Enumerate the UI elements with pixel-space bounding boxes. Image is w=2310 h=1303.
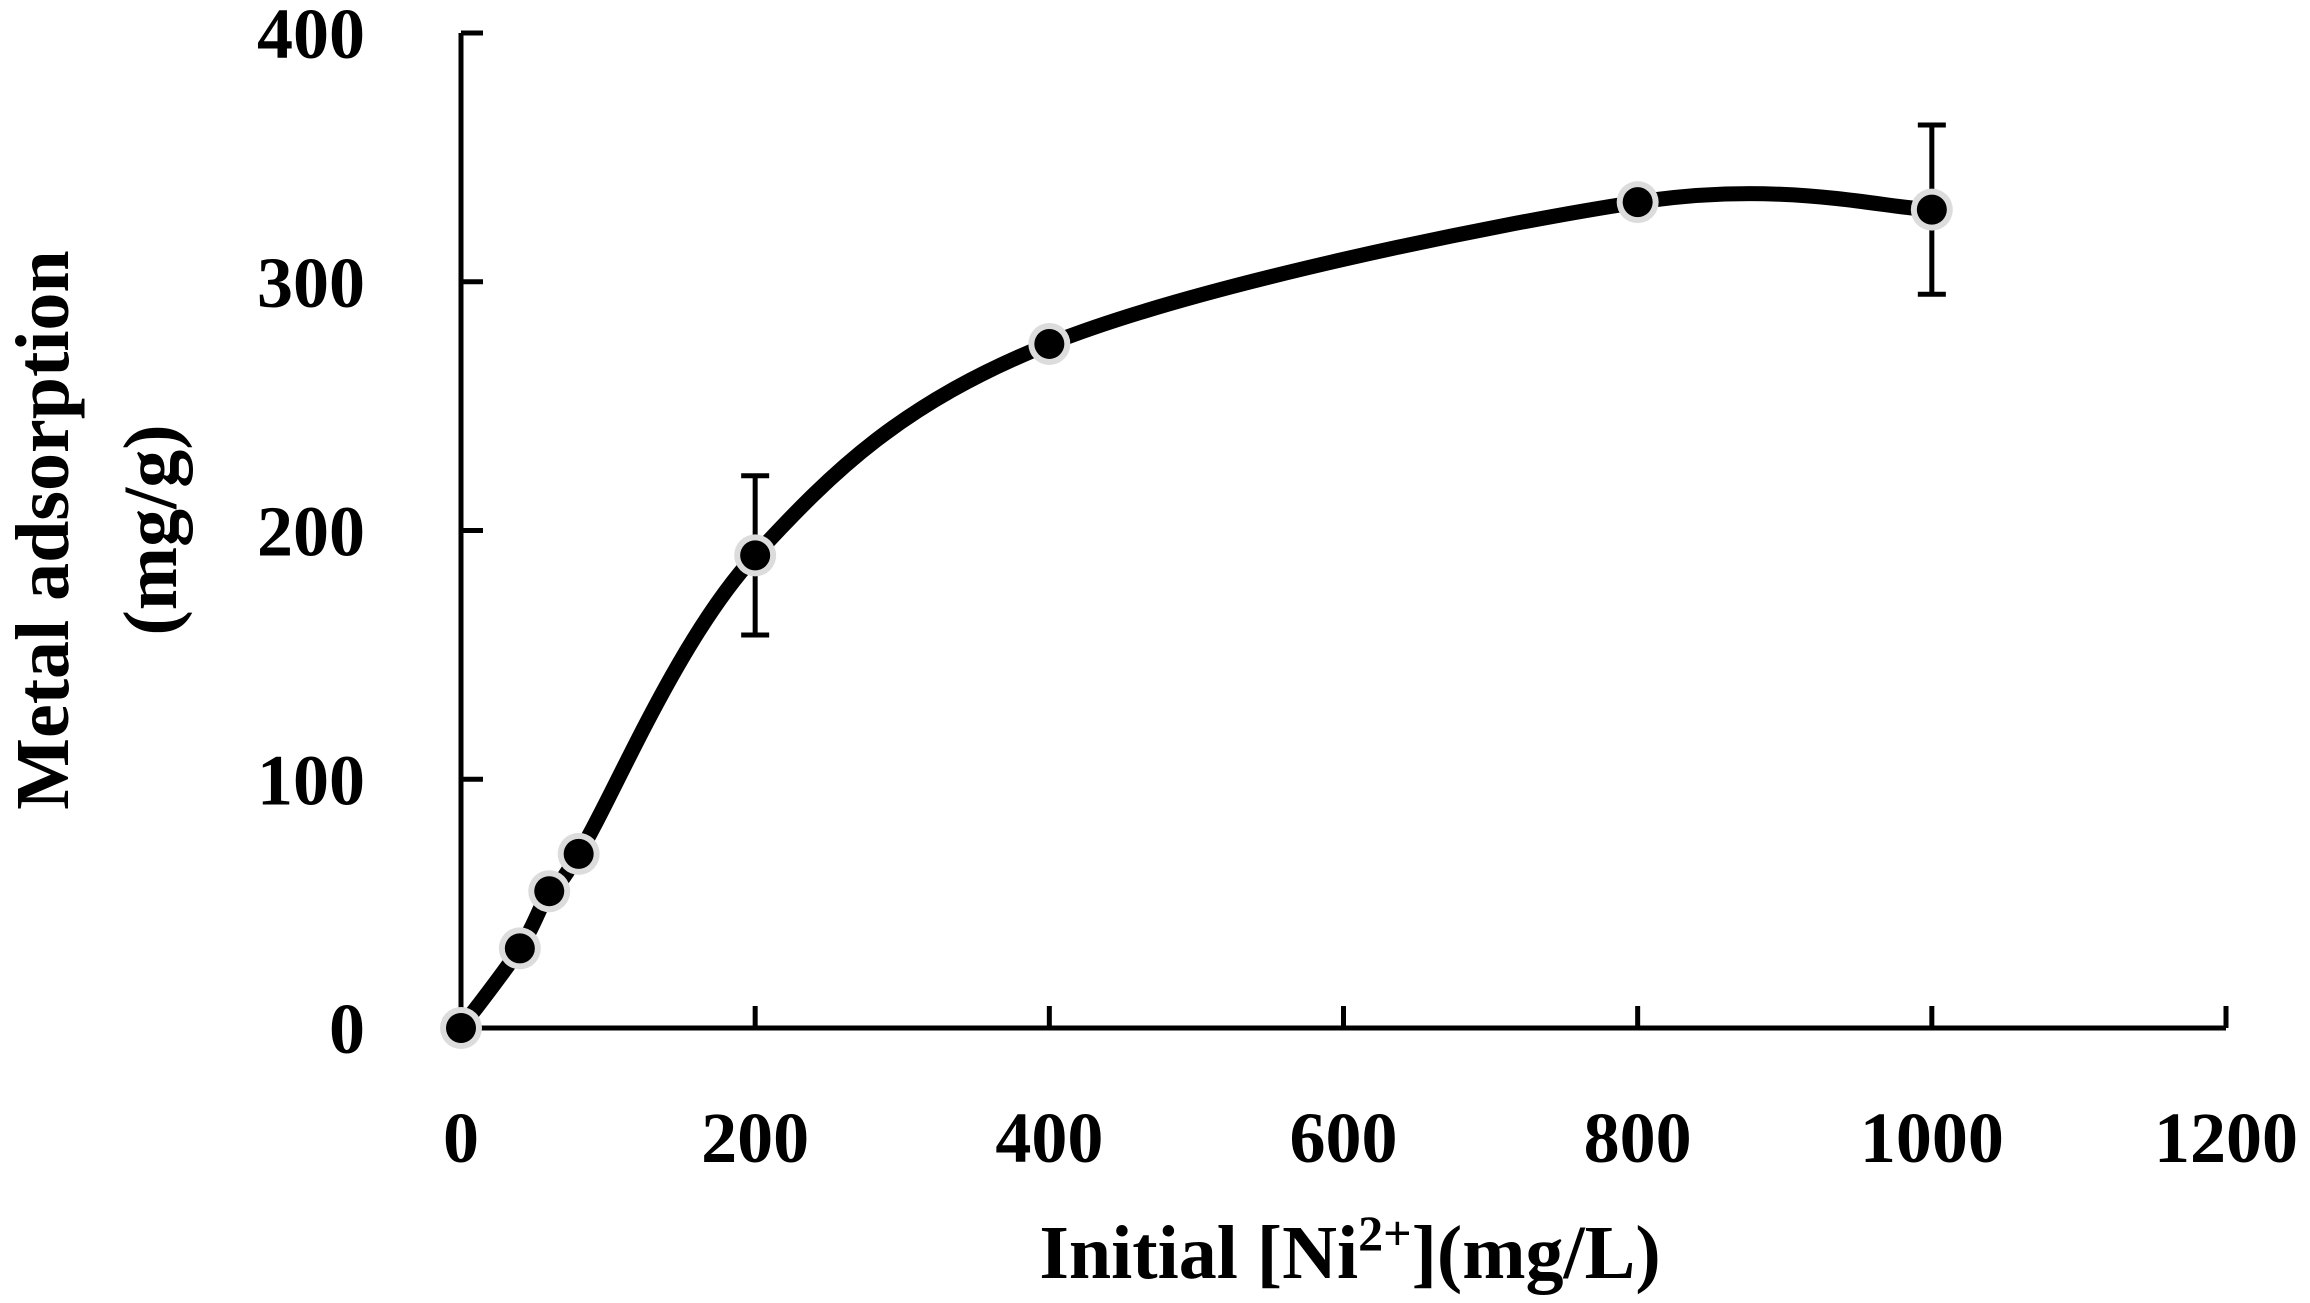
series-curve: [453, 186, 1940, 1036]
y-axis-title: Metal adsorption (mg/g): [1, 250, 193, 809]
x-tick-label: 0: [443, 1098, 479, 1178]
y-tick-label: 300: [257, 243, 365, 323]
x-axis-title: Initial [Ni2+](mg/L): [1039, 1205, 1660, 1295]
data-point: [1910, 188, 1953, 231]
x-tick-label: 1000: [1860, 1098, 2004, 1178]
y-axis-title-line1: Metal adsorption: [1, 250, 85, 809]
x-tick-label: 400: [995, 1098, 1103, 1178]
data-point: [498, 927, 541, 970]
y-axis-title-line2: (mg/g): [109, 424, 193, 635]
y-ticks: 0 100 200 300 400: [257, 0, 483, 1069]
data-point: [1616, 181, 1659, 224]
error-bars: [741, 122, 1946, 638]
data-point: [1028, 322, 1071, 365]
x-axis-title-sup: 2+: [1358, 1205, 1412, 1261]
x-tick-label: 800: [1584, 1098, 1692, 1178]
y-tick-label: 0: [329, 989, 365, 1069]
y-tick-label: 100: [257, 740, 365, 820]
y-tick-label: 400: [257, 0, 365, 74]
data-point: [734, 534, 777, 577]
data-point: [557, 832, 600, 875]
y-tick-label: 200: [257, 492, 365, 572]
x-tick-label: 600: [1290, 1098, 1398, 1178]
x-tick-label: 1200: [2154, 1098, 2298, 1178]
x-axis-title-pre: Initial [Ni: [1039, 1211, 1358, 1295]
data-point: [528, 870, 571, 913]
x-tick-label: 200: [701, 1098, 809, 1178]
x-ticks: 0 200 400 600 800 1000 1200: [443, 1006, 2298, 1178]
data-points: [440, 181, 1953, 1049]
x-axis-title-post: ](mg/L): [1412, 1211, 1661, 1295]
data-point: [440, 1007, 482, 1049]
